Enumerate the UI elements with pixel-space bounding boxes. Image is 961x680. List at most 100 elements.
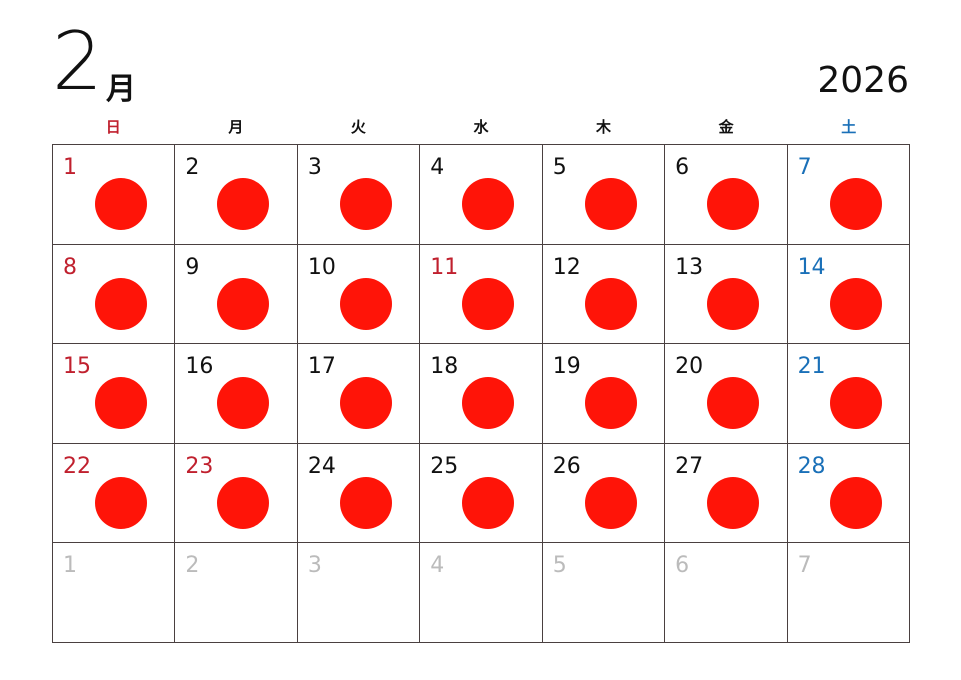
red-dot-marker xyxy=(707,277,760,330)
day-cell[interactable]: 22 xyxy=(53,443,176,544)
day-number: 27 xyxy=(675,453,704,479)
weekday-header: 日月火水木金土 xyxy=(52,116,910,137)
day-cell[interactable]: 26 xyxy=(542,443,666,544)
day-number: 15 xyxy=(63,354,91,380)
day-number: 25 xyxy=(430,453,459,479)
year: 2026 xyxy=(817,60,909,101)
day-number: 8 xyxy=(63,254,77,280)
month-suffix: 月 xyxy=(106,72,136,107)
red-dot-marker xyxy=(95,476,147,529)
day-number: 23 xyxy=(185,453,214,479)
day-cell[interactable]: 17 xyxy=(297,344,421,444)
red-dot-marker xyxy=(707,178,760,230)
calendar-grid: 1 2 3 4 5 6 7 8 9 10 11 12 13 14 15 16 17 18 19 20 21 22 23 24 2… xyxy=(52,144,910,643)
day-cell[interactable]: 9 xyxy=(175,244,298,345)
day-cell[interactable]: 3 xyxy=(297,145,421,245)
weekday-label: 日 xyxy=(105,118,121,136)
weekday-label: 木 xyxy=(596,118,612,136)
day-number: 4 xyxy=(430,553,445,579)
red-dot-marker xyxy=(462,277,515,330)
day-cell[interactable]: 4 xyxy=(420,543,543,643)
day-cell[interactable]: 19 xyxy=(542,344,666,444)
red-dot-marker xyxy=(339,476,392,529)
red-dot-marker xyxy=(462,178,515,230)
red-dot-marker xyxy=(829,178,882,230)
day-number: 20 xyxy=(675,354,704,380)
day-cell[interactable]: 18 xyxy=(420,344,543,444)
day-cell[interactable]: 10 xyxy=(297,244,421,345)
weekday-label: 火 xyxy=(350,118,366,136)
day-cell[interactable]: 13 xyxy=(665,244,788,345)
red-dot-marker xyxy=(584,178,637,230)
red-dot-marker xyxy=(462,377,515,430)
day-cell[interactable]: 3 xyxy=(297,543,421,643)
day-number: 1 xyxy=(63,553,77,579)
day-cell[interactable]: 15 xyxy=(53,344,176,444)
day-number: 10 xyxy=(307,254,336,280)
day-cell[interactable]: 6 xyxy=(665,145,788,245)
day-number: 9 xyxy=(185,254,200,280)
day-cell[interactable]: 5 xyxy=(542,145,666,245)
day-number: 3 xyxy=(307,553,322,579)
day-number: 19 xyxy=(552,354,581,380)
day-cell[interactable]: 8 xyxy=(53,244,176,345)
red-dot-marker xyxy=(95,377,147,430)
day-cell[interactable]: 23 xyxy=(175,443,298,544)
day-number: 22 xyxy=(63,453,91,479)
day-number: 5 xyxy=(552,553,567,579)
day-cell[interactable]: 6 xyxy=(665,543,788,643)
red-dot-marker xyxy=(339,277,392,330)
red-dot-marker xyxy=(217,178,270,230)
day-number: 28 xyxy=(797,453,826,479)
day-cell[interactable]: 24 xyxy=(297,443,421,544)
day-number: 1 xyxy=(63,155,77,180)
day-cell[interactable]: 7 xyxy=(787,543,910,643)
red-dot-marker xyxy=(584,277,637,330)
weekday-label: 水 xyxy=(473,118,489,136)
day-number: 2 xyxy=(185,155,200,180)
day-number: 17 xyxy=(307,354,336,380)
day-cell[interactable]: 28 xyxy=(787,443,910,544)
day-number: 7 xyxy=(797,553,812,579)
day-number: 13 xyxy=(675,254,704,280)
weekday-label: 金 xyxy=(718,118,734,136)
day-number: 7 xyxy=(797,155,812,180)
day-cell[interactable]: 16 xyxy=(175,344,298,444)
red-dot-marker xyxy=(339,377,392,430)
weekday-label: 月 xyxy=(228,118,244,136)
red-dot-marker xyxy=(707,377,760,430)
day-number: 16 xyxy=(185,354,214,380)
day-cell[interactable]: 1 xyxy=(53,145,176,245)
day-cell[interactable]: 2 xyxy=(175,145,298,245)
red-dot-marker xyxy=(217,476,270,529)
red-dot-marker xyxy=(217,277,270,330)
day-cell[interactable]: 12 xyxy=(542,244,666,345)
day-cell[interactable]: 25 xyxy=(420,443,543,544)
day-cell[interactable]: 11 xyxy=(420,244,543,345)
red-dot-marker xyxy=(339,178,392,230)
red-dot-marker xyxy=(829,377,882,430)
red-dot-marker xyxy=(584,476,637,529)
day-cell[interactable]: 5 xyxy=(542,543,666,643)
day-cell[interactable]: 21 xyxy=(787,344,910,444)
day-cell[interactable]: 1 xyxy=(53,543,176,643)
weekday-label: 土 xyxy=(841,118,857,136)
red-dot-marker xyxy=(217,377,270,430)
day-cell[interactable]: 14 xyxy=(787,244,910,345)
day-number: 21 xyxy=(797,354,826,380)
day-number: 14 xyxy=(797,254,826,280)
day-cell[interactable]: 20 xyxy=(665,344,788,444)
day-number: 4 xyxy=(430,155,445,180)
day-cell[interactable]: 4 xyxy=(420,145,543,245)
red-dot-marker xyxy=(707,476,760,529)
day-cell[interactable]: 2 xyxy=(175,543,298,643)
day-number: 26 xyxy=(552,453,581,479)
day-cell[interactable]: 7 xyxy=(787,145,910,245)
red-dot-marker xyxy=(829,277,882,330)
red-dot-marker xyxy=(829,476,882,529)
day-cell[interactable]: 27 xyxy=(665,443,788,544)
month-number: 2 xyxy=(52,15,103,108)
day-number: 3 xyxy=(307,155,322,180)
day-number: 6 xyxy=(675,155,690,180)
day-number: 18 xyxy=(430,354,459,380)
